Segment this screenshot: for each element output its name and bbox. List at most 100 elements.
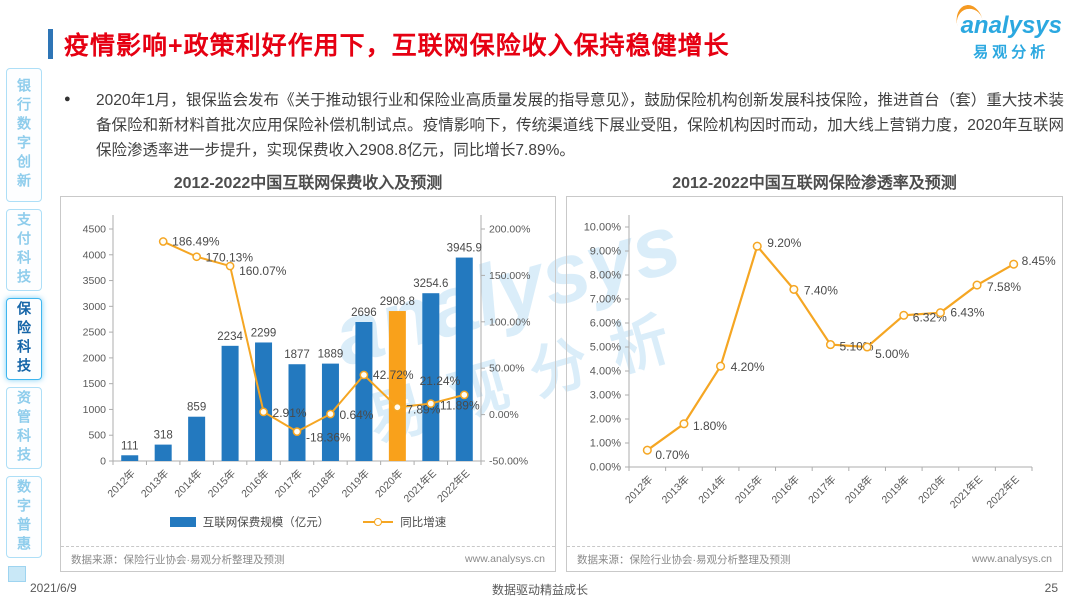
svg-text:7.58%: 7.58% — [987, 280, 1021, 294]
logo-chinese-name: 易观分析 — [973, 44, 1050, 61]
chart-panel-penetration: 0.00% 1.00% 2.00% 3.00% 4.00% 5.00% 6.00% 7.00%… — [566, 196, 1063, 572]
svg-text:21.24%: 21.24% — [420, 374, 461, 388]
svg-text:2021年E: 2021年E — [401, 467, 439, 505]
svg-text:2020年: 2020年 — [372, 467, 405, 500]
svg-text:1500: 1500 — [83, 378, 107, 390]
source-text: 数据来源：保险行业协会·易观分析整理及预测 — [71, 553, 285, 566]
svg-text:2696: 2696 — [351, 307, 377, 319]
svg-text:111: 111 — [121, 440, 138, 452]
legend-line-swatch — [363, 518, 394, 526]
svg-text:2019年: 2019年 — [879, 473, 912, 506]
svg-text:2016年: 2016年 — [769, 473, 802, 506]
sidebar-item-label: 银行数字创新 — [16, 78, 32, 192]
svg-text:6.00%: 6.00% — [590, 318, 621, 330]
svg-text:3945.9: 3945.9 — [447, 243, 482, 255]
svg-text:2019年: 2019年 — [339, 467, 372, 500]
page-number: 25 — [1044, 581, 1058, 595]
svg-text:50.00%: 50.00% — [489, 363, 525, 375]
svg-text:2234: 2234 — [217, 331, 243, 343]
svg-text:2018年: 2018年 — [305, 467, 338, 500]
svg-text:2013年: 2013年 — [138, 467, 171, 500]
svg-text:2013年: 2013年 — [659, 473, 692, 506]
sidebar-item-payment-tech[interactable]: 支付科技 — [6, 209, 42, 291]
svg-text:5.00%: 5.00% — [875, 347, 909, 361]
svg-text:1877: 1877 — [284, 349, 310, 361]
svg-text:2908.8: 2908.8 — [380, 296, 415, 308]
footer-decoration — [8, 566, 26, 582]
footer-date: 2021/6/9 — [30, 581, 77, 595]
header: 疫情影响+政策利好作用下，互联网保险收入保持稳健增长 — [48, 26, 730, 62]
website-text: www.analysys.cn — [465, 553, 545, 565]
svg-text:2016年: 2016年 — [239, 467, 272, 500]
sidebar-item-asset-mgmt-tech[interactable]: 资管科技 — [6, 387, 42, 469]
svg-text:1.00%: 1.00% — [590, 438, 621, 450]
svg-text:7.40%: 7.40% — [804, 283, 838, 297]
sidebar: 银行数字创新 支付科技 保险科技 资管科技 数字普惠 — [6, 68, 42, 558]
svg-text:4.00%: 4.00% — [590, 366, 621, 378]
svg-text:0.70%: 0.70% — [655, 448, 689, 462]
svg-text:318: 318 — [154, 430, 173, 442]
svg-text:7.00%: 7.00% — [590, 294, 621, 306]
svg-text:2.00%: 2.00% — [590, 414, 621, 426]
svg-text:2012年: 2012年 — [105, 467, 138, 500]
legend-bar-swatch — [169, 517, 196, 527]
analysys-logo: analysys 易观分析 — [952, 2, 1062, 62]
svg-text:2.91%: 2.91% — [273, 406, 307, 420]
legend-label: 同比增速 — [400, 517, 447, 529]
svg-text:4500: 4500 — [83, 224, 107, 236]
svg-text:3500: 3500 — [83, 275, 107, 287]
svg-text:42.72%: 42.72% — [373, 368, 414, 382]
svg-text:150.00%: 150.00% — [489, 270, 530, 282]
svg-text:7.89%: 7.89% — [406, 402, 440, 416]
page-title: 疫情影响+政策利好作用下，互联网保险收入保持稳健增长 — [64, 32, 730, 60]
svg-text:1.80%: 1.80% — [693, 419, 727, 433]
svg-text:3000: 3000 — [83, 301, 107, 313]
premium-chart-title: 2012-2022中国互联网保费收入及预测 — [173, 175, 443, 192]
svg-text:8.45%: 8.45% — [1022, 254, 1056, 268]
svg-text:160.07%: 160.07% — [239, 264, 287, 278]
svg-text:2299: 2299 — [251, 327, 277, 339]
svg-text:10.00%: 10.00% — [584, 222, 622, 234]
sidebar-item-label: 数字普惠 — [16, 479, 32, 555]
svg-text:0: 0 — [100, 456, 106, 468]
svg-text:2022年E: 2022年E — [434, 467, 472, 505]
premium-chart-svg: 0 500 1000 1500 2000 2500 3000 3500 4000 4500 -50.… — [83, 215, 530, 505]
legend-item-premium: 互联网保费规模（亿元） — [169, 514, 330, 530]
website-text: www.analysys.cn — [972, 553, 1052, 565]
legend-item-growth: 同比增速 — [363, 514, 446, 530]
sidebar-item-digital-inclusive[interactable]: 数字普惠 — [6, 476, 42, 558]
svg-text:0.00%: 0.00% — [590, 462, 621, 474]
svg-text:2017年: 2017年 — [272, 467, 305, 500]
penetration-chart-svg: 0.00% 1.00% 2.00% 3.00% 4.00% 5.00% 6.00% 7.00%… — [584, 215, 1056, 511]
svg-text:186.49%: 186.49% — [172, 235, 220, 249]
penetration-source-row: 数据来源：保险行业协会·易观分析整理及预测 www.analysys.cn — [567, 546, 1062, 571]
svg-text:859: 859 — [187, 402, 206, 414]
logo-wordmark: analysys — [960, 12, 1062, 39]
svg-text:2014年: 2014年 — [696, 473, 729, 506]
svg-text:2018年: 2018年 — [842, 473, 875, 506]
svg-text:500: 500 — [88, 430, 106, 442]
svg-text:11.89%: 11.89% — [440, 399, 480, 413]
sidebar-item-bank-digital[interactable]: 银行数字创新 — [6, 68, 42, 202]
svg-text:2012年: 2012年 — [622, 473, 655, 506]
svg-text:3.00%: 3.00% — [590, 390, 621, 402]
svg-text:2022年E: 2022年E — [984, 473, 1022, 511]
svg-text:-18.36%: -18.36% — [306, 431, 351, 445]
footer: 2021/6/9 数据驱动精益成长 25 — [0, 581, 1080, 599]
penetration-chart-title: 2012-2022中国互联网保险渗透率及预测 — [672, 175, 957, 192]
svg-text:200.00%: 200.00% — [489, 224, 530, 236]
bullet-text: 2020年1月，银保监会发布《关于推动银行业和保险业高质量发展的指导意见》，鼓励… — [96, 92, 1064, 159]
svg-text:4000: 4000 — [83, 249, 107, 261]
legend-label: 互联网保费规模（亿元） — [202, 517, 330, 529]
sidebar-item-label: 支付科技 — [16, 212, 32, 288]
svg-text:2014年: 2014年 — [172, 467, 205, 500]
svg-text:6.43%: 6.43% — [950, 306, 984, 320]
premium-source-row: 数据来源：保险行业协会·易观分析整理及预测 www.analysys.cn — [61, 546, 555, 571]
svg-text:5.00%: 5.00% — [590, 342, 621, 354]
chart-panel-premium: 0 500 1000 1500 2000 2500 3000 3500 4000 4500 -50.… — [60, 196, 556, 572]
sidebar-item-insurance-tech[interactable]: 保险科技 — [6, 298, 42, 380]
svg-text:2500: 2500 — [83, 327, 107, 339]
svg-text:9.20%: 9.20% — [767, 236, 801, 250]
svg-text:2015年: 2015年 — [732, 473, 765, 506]
svg-text:100.00%: 100.00% — [489, 316, 530, 328]
